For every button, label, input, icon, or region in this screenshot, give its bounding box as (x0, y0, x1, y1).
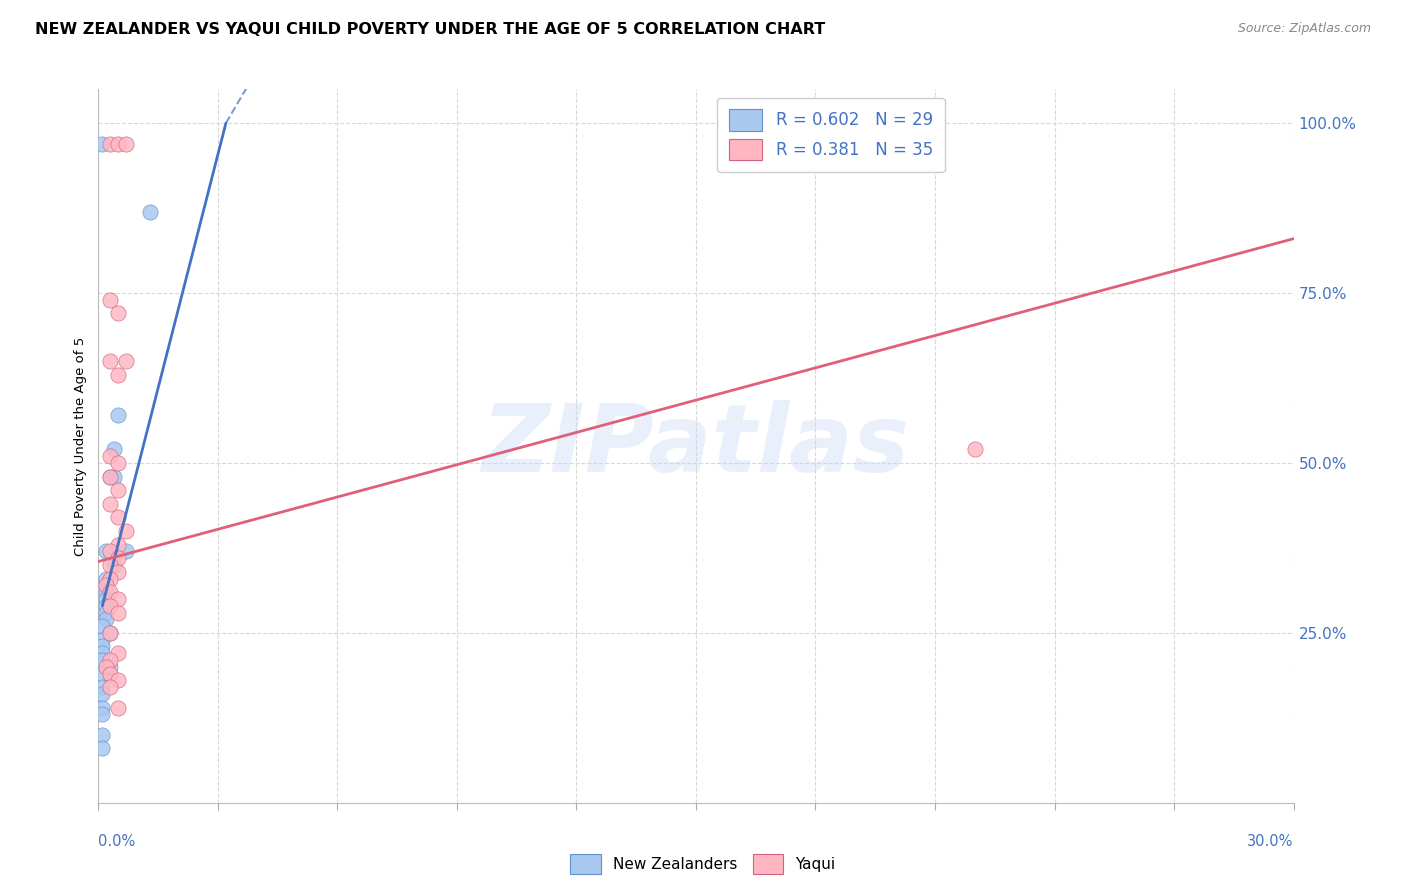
Point (96, 585, 118, 599)
Point (100, 293, 122, 307)
Point (91, 632, 114, 647)
Point (96, 572, 118, 586)
Point (100, 572, 122, 586)
Point (91, 136, 114, 151)
Point (91, 700, 114, 714)
Point (91, 741, 114, 756)
Point (100, 497, 122, 511)
Point (100, 136, 122, 151)
Point (100, 469, 122, 483)
Point (103, 442, 125, 457)
Point (100, 469, 122, 483)
Point (100, 354, 122, 368)
Point (107, 700, 129, 714)
Point (107, 606, 129, 620)
Point (139, 204, 162, 219)
Text: 0.0%: 0.0% (98, 834, 135, 849)
Point (91, 646, 114, 660)
Point (107, 673, 129, 688)
Point (107, 551, 129, 566)
Point (107, 368, 129, 382)
Point (96, 544, 118, 558)
Point (96, 660, 118, 674)
Text: Source: ZipAtlas.com: Source: ZipAtlas.com (1237, 22, 1371, 36)
Point (963, 442, 986, 457)
Text: 30.0%: 30.0% (1247, 834, 1294, 849)
Point (100, 626, 122, 640)
Point (91, 619, 114, 633)
Point (107, 306, 129, 320)
Point (115, 524, 138, 538)
Point (107, 591, 129, 606)
Text: ZIPatlas: ZIPatlas (482, 400, 910, 492)
Point (107, 646, 129, 660)
Point (107, 537, 129, 551)
Text: NEW ZEALANDER VS YAQUI CHILD POVERTY UNDER THE AGE OF 5 CORRELATION CHART: NEW ZEALANDER VS YAQUI CHILD POVERTY UND… (35, 22, 825, 37)
Point (103, 469, 125, 483)
Legend: New Zealanders, Yaqui: New Zealanders, Yaqui (564, 848, 842, 880)
Point (100, 653, 122, 667)
Point (91, 680, 114, 694)
Point (115, 136, 138, 151)
Point (91, 707, 114, 722)
Point (96, 591, 118, 606)
Point (115, 354, 138, 368)
Point (100, 449, 122, 463)
Point (91, 653, 114, 667)
Point (100, 660, 122, 674)
Point (100, 544, 122, 558)
Point (91, 728, 114, 742)
Point (100, 680, 122, 694)
Point (107, 409, 129, 423)
Point (91, 640, 114, 654)
Point (100, 585, 122, 599)
Point (107, 510, 129, 524)
Point (96, 612, 118, 626)
Point (107, 483, 129, 498)
Point (107, 136, 129, 151)
Point (100, 558, 122, 572)
Point (103, 558, 125, 572)
Point (115, 544, 138, 558)
Point (96, 578, 118, 592)
Point (91, 666, 114, 681)
Point (100, 626, 122, 640)
Point (91, 687, 114, 701)
Point (96, 599, 118, 613)
Point (100, 599, 122, 613)
Legend: R = 0.602   N = 29, R = 0.381   N = 35: R = 0.602 N = 29, R = 0.381 N = 35 (717, 97, 945, 172)
Point (96, 606, 118, 620)
Point (107, 456, 129, 470)
Point (100, 666, 122, 681)
Point (107, 565, 129, 579)
Y-axis label: Child Poverty Under the Age of 5: Child Poverty Under the Age of 5 (75, 336, 87, 556)
